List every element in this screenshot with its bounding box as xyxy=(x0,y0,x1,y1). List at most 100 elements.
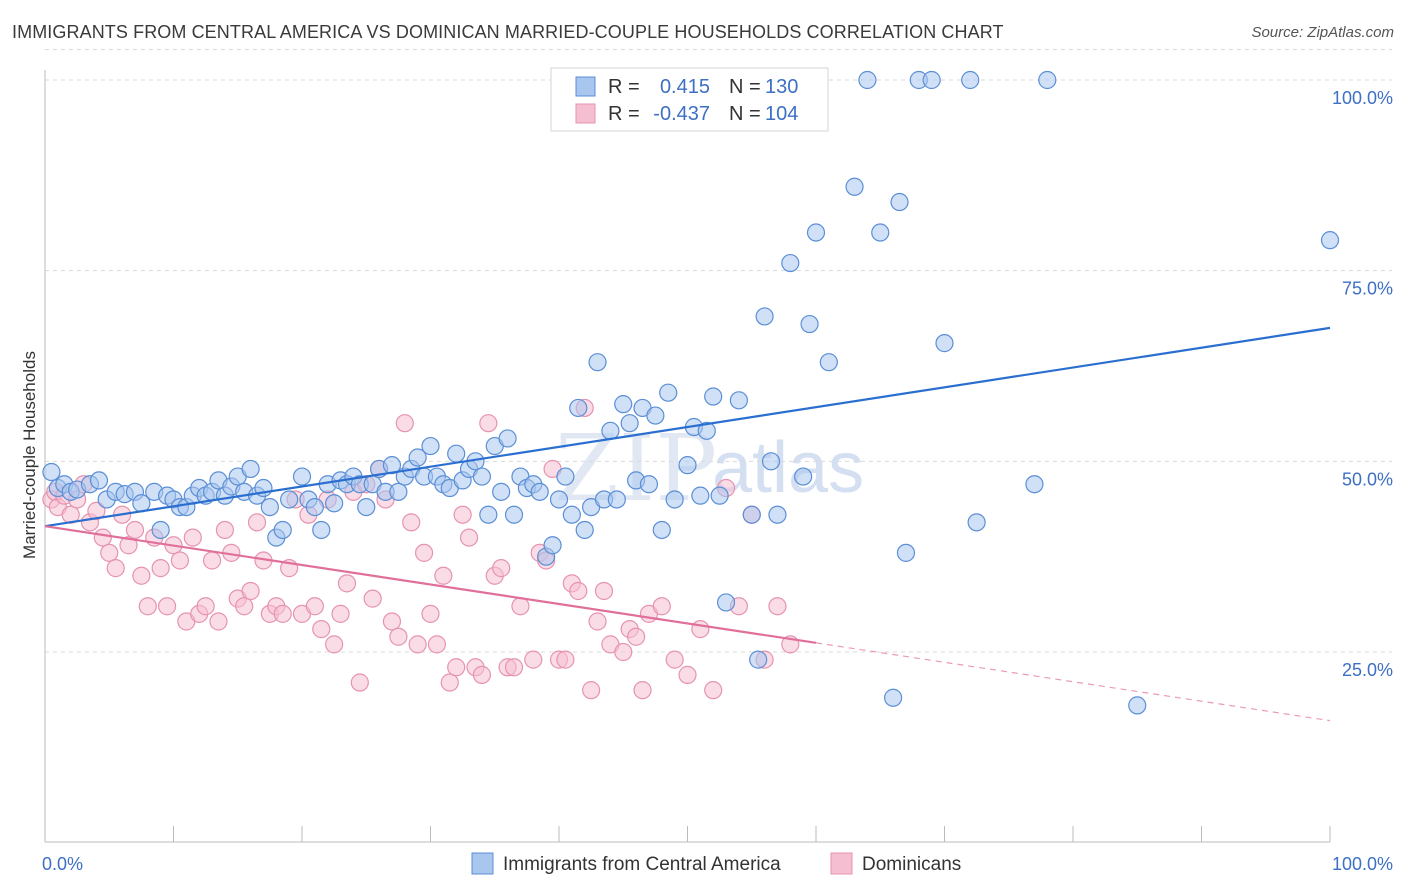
legend-pink-r-value: -0.437 xyxy=(653,103,710,125)
blue-point-102 xyxy=(749,650,768,669)
blue-point-71 xyxy=(530,482,549,501)
pink-point-90 xyxy=(626,627,646,646)
blue-point-74 xyxy=(549,490,569,509)
legend-blue-n-label: N = xyxy=(729,76,761,98)
pink-point-46 xyxy=(331,604,350,623)
pink-point-84 xyxy=(582,681,601,700)
pink-point-13 xyxy=(119,536,138,555)
blue-point-84 xyxy=(614,395,633,414)
blue-point-93 xyxy=(678,456,697,475)
pink-point-47 xyxy=(337,574,357,593)
pink-point-8 xyxy=(87,501,106,521)
y-tick-label-75: 75.0% xyxy=(1342,279,1393,299)
blue-point-75 xyxy=(556,467,575,486)
central-america-points xyxy=(42,70,1340,715)
pink-point-65 xyxy=(453,505,472,524)
trend-lines xyxy=(44,326,1331,722)
series-legend: Immigrants from Central America Dominica… xyxy=(471,852,961,875)
blue-point-113 xyxy=(871,223,890,242)
blue-point-111 xyxy=(845,177,864,196)
pink-point-74 xyxy=(511,597,530,616)
pink-point-15 xyxy=(132,566,151,585)
y-tick-label-25: 25.0% xyxy=(1342,660,1393,680)
pink-point-95 xyxy=(678,665,697,684)
chart-title: IMMIGRANTS FROM CENTRAL AMERICA VS DOMIN… xyxy=(12,22,1004,42)
pink-point-102 xyxy=(768,597,787,616)
pink-point-80 xyxy=(556,650,575,669)
blue-point-34 xyxy=(292,467,312,486)
blue-point-123 xyxy=(1038,70,1057,90)
pink-point-43 xyxy=(312,620,331,639)
blue-point-104 xyxy=(761,452,781,471)
blue-point-36 xyxy=(305,497,324,517)
pink-trend-line xyxy=(44,525,817,644)
x-tick-labels: 0.0% 100.0% xyxy=(42,854,1393,874)
pink-point-69 xyxy=(479,414,498,433)
blue-point-116 xyxy=(896,543,916,562)
pink-point-51 xyxy=(363,589,382,608)
legend-pink-r-label: R = xyxy=(608,103,640,125)
blue-point-112 xyxy=(858,70,877,90)
blue-point-76 xyxy=(562,505,581,524)
pink-point-16 xyxy=(138,597,157,616)
blue-point-33 xyxy=(280,490,299,509)
pink-trend-line-extrapolated xyxy=(815,642,1331,722)
pink-point-57 xyxy=(402,513,421,532)
blue-point-92 xyxy=(665,490,684,509)
pink-point-28 xyxy=(215,520,234,540)
blue-point-66 xyxy=(498,429,517,448)
stats-legend: R = 0.415 N = 130 R = -0.437 N = 104 xyxy=(550,67,829,132)
blue-point-89 xyxy=(646,406,665,425)
pink-point-61 xyxy=(427,635,447,654)
blue-point-62 xyxy=(472,467,491,486)
y-tick-label-100: 100.0% xyxy=(1332,88,1393,108)
blue-point-97 xyxy=(704,387,723,406)
blue-point-108 xyxy=(800,314,819,334)
blue-point-0 xyxy=(42,462,61,482)
y-axis-label: Married-couple Households xyxy=(20,351,39,559)
blue-point-95 xyxy=(691,486,710,505)
pink-point-11 xyxy=(106,559,125,578)
pink-point-21 xyxy=(170,551,190,570)
series-legend-pink-swatch xyxy=(830,852,853,875)
blue-point-65 xyxy=(492,482,511,501)
x-tick-label-min: 0.0% xyxy=(42,854,83,874)
blue-point-30 xyxy=(260,497,279,517)
blue-point-88 xyxy=(639,475,659,494)
pink-point-31 xyxy=(235,597,254,616)
pink-point-14 xyxy=(125,520,145,540)
pink-point-26 xyxy=(202,551,222,570)
blue-point-119 xyxy=(935,334,954,353)
blue-point-109 xyxy=(806,223,826,242)
pink-point-19 xyxy=(157,597,177,616)
pink-point-86 xyxy=(594,581,614,601)
blue-point-121 xyxy=(967,513,986,532)
blue-point-85 xyxy=(620,414,639,433)
blue-point-44 xyxy=(357,497,376,517)
blue-point-114 xyxy=(883,688,903,707)
pink-point-85 xyxy=(588,612,607,631)
pink-point-42 xyxy=(305,597,324,616)
blue-point-63 xyxy=(479,505,498,524)
pink-point-55 xyxy=(389,627,408,646)
legend-blue-n-value: 130 xyxy=(765,76,798,98)
pink-point-9 xyxy=(93,528,112,547)
legend-blue-r-label: R = xyxy=(608,76,640,98)
blue-point-58 xyxy=(447,444,466,463)
pink-point-88 xyxy=(614,642,633,662)
pink-point-49 xyxy=(350,673,369,692)
blue-point-77 xyxy=(569,398,588,418)
legend-pink-swatch xyxy=(575,103,596,124)
pink-point-82 xyxy=(569,581,588,601)
pink-point-45 xyxy=(325,635,344,654)
blue-point-110 xyxy=(819,353,838,372)
blue-point-105 xyxy=(768,505,787,524)
blue-point-91 xyxy=(659,383,678,402)
pink-point-10 xyxy=(100,543,119,562)
blue-point-83 xyxy=(607,490,626,509)
blue-point-37 xyxy=(312,520,331,540)
blue-point-106 xyxy=(781,253,800,273)
pink-point-60 xyxy=(421,604,440,623)
pink-point-62 xyxy=(434,566,453,585)
